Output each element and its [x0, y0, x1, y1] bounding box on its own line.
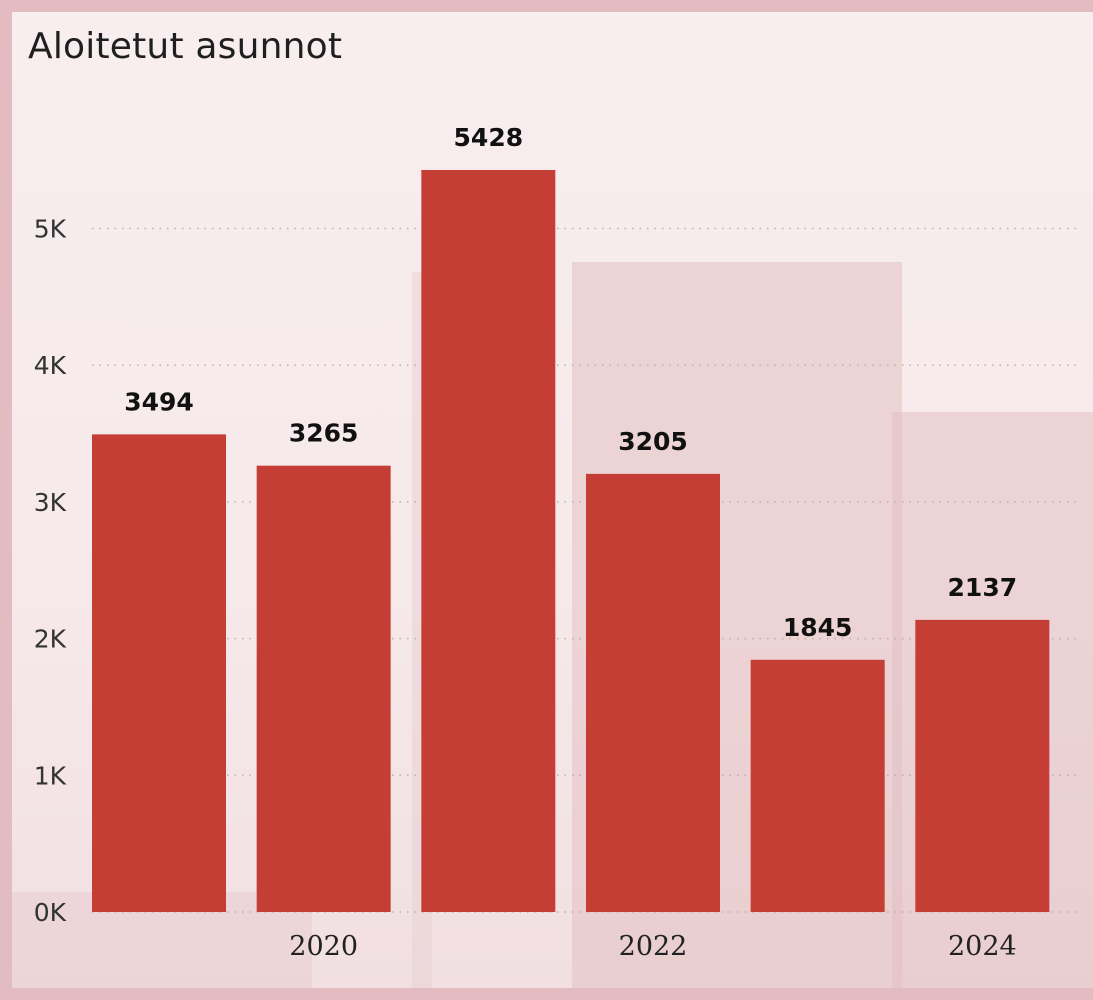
bar — [750, 659, 885, 912]
data-label: 3265 — [289, 419, 359, 448]
bar — [92, 434, 226, 912]
y-tick-label: 5K — [34, 215, 67, 244]
data-label: 3494 — [124, 387, 194, 416]
data-label: 1845 — [783, 613, 853, 642]
y-tick-label: 3K — [34, 488, 67, 517]
data-label: 3205 — [618, 427, 688, 456]
bar — [586, 473, 720, 912]
data-label: 5428 — [454, 123, 524, 152]
x-tick-label: 2022 — [619, 931, 688, 962]
x-tick-label: 2024 — [948, 931, 1017, 962]
x-tick-label: 2020 — [289, 931, 358, 962]
data-label: 2137 — [948, 573, 1018, 602]
y-tick-label: 1K — [34, 761, 67, 790]
bar — [256, 465, 391, 912]
y-tick-label: 0K — [34, 898, 67, 927]
y-tick-label: 2K — [34, 625, 67, 654]
bar — [915, 619, 1050, 912]
bar — [421, 169, 556, 912]
y-tick-label: 4K — [34, 351, 67, 380]
chart-title: Aloitetut asunnot — [28, 26, 343, 67]
